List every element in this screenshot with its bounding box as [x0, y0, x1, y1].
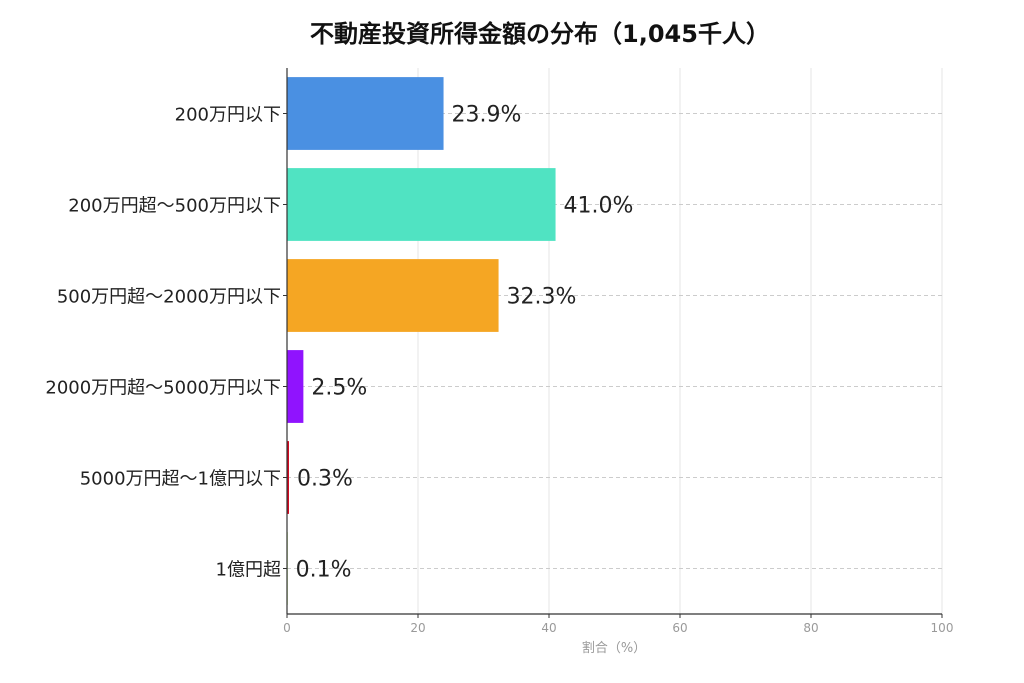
bar-value-label: 32.3%	[507, 285, 577, 310]
category-label: 2000万円超～5000万円以下	[45, 378, 281, 399]
x-tick-label: 60	[672, 621, 687, 635]
bar-value-label: 2.5%	[311, 376, 367, 401]
category-label: 200万円超～500万円以下	[68, 196, 281, 217]
bar	[287, 259, 499, 332]
bar-value-label: 0.1%	[296, 558, 352, 583]
x-tick-label: 80	[803, 621, 818, 635]
bar-value-label: 23.9%	[452, 103, 522, 128]
category-label: 200万円以下	[175, 105, 281, 126]
bar	[287, 77, 444, 150]
category-label: 1億円超	[216, 560, 281, 581]
category-label: 500万円超～2000万円以下	[57, 287, 281, 308]
bar-layer	[287, 77, 556, 605]
chart-title: 不動産投資所得金額の分布（1,045千人）	[310, 20, 770, 48]
x-tick-label: 20	[410, 621, 425, 635]
bar-value-label: 0.3%	[297, 467, 353, 492]
x-tick-label: 0	[283, 621, 291, 635]
x-tick-label: 40	[541, 621, 556, 635]
bar	[287, 168, 556, 241]
bar	[287, 441, 289, 514]
bar	[287, 350, 304, 423]
x-tick-label: 100	[931, 621, 954, 635]
label-layer: 23.9% 200万円以下 41.0% 200万円超～500万円以下 32.3% 500万…	[45, 103, 633, 583]
x-axis-title: 割合（%）	[582, 640, 646, 656]
grid-layer	[287, 68, 943, 614]
axis-layer: 0 20 40 60 80 100	[283, 68, 953, 635]
category-label: 5000万円超～1億円以下	[80, 469, 281, 490]
bar-value-label: 41.0%	[564, 194, 634, 219]
